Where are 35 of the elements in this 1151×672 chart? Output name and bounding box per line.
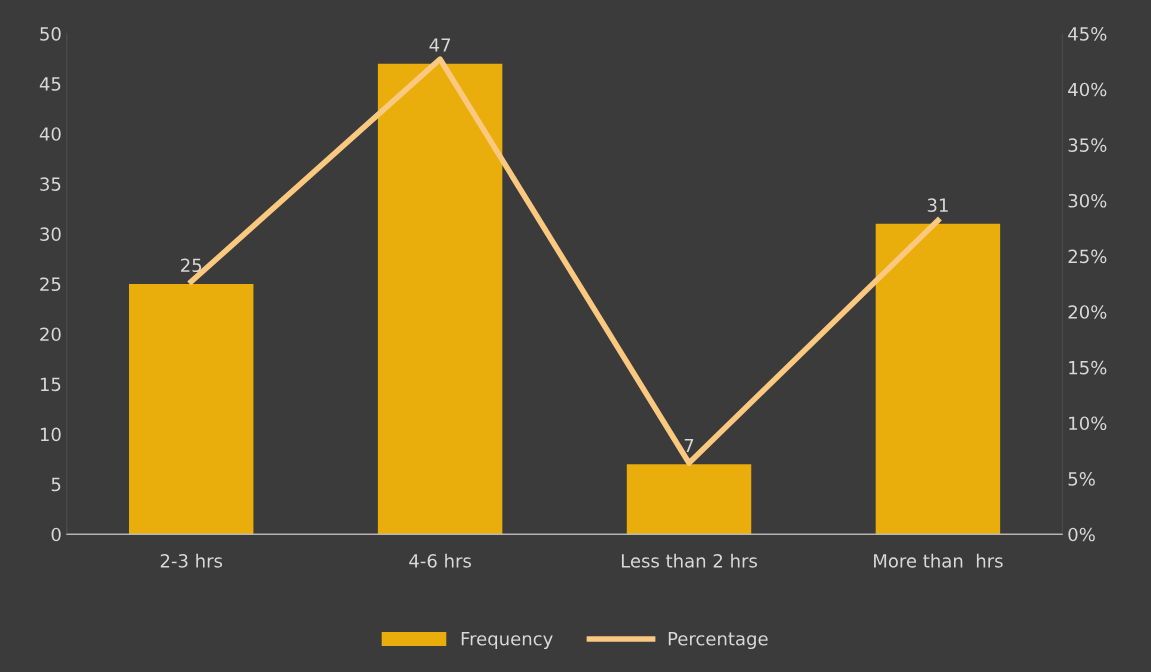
data-label: 31: [927, 198, 948, 213]
x-tick-label: More than hrs: [874, 553, 1003, 568]
y2-tick-label: 10%: [1069, 416, 1107, 431]
legend-label: Percentage: [668, 632, 768, 650]
y2-tick-label: 30%: [1068, 193, 1107, 208]
data-label: 7: [684, 438, 694, 453]
y-tick-label: 40: [39, 127, 61, 141]
data-label: 25: [181, 258, 202, 273]
y-tick-label: 45: [39, 77, 61, 91]
y2-tick-label: 0%: [1068, 527, 1095, 542]
y2-tick-label: 5%: [1068, 472, 1095, 486]
y-tick-label: 15: [40, 377, 61, 392]
x-tick-label: 4-6 hrs: [409, 553, 471, 568]
y2-tick-label: 40%: [1068, 82, 1107, 97]
y2-tick-label: 25%: [1068, 249, 1107, 264]
legend-label: Frequency: [461, 632, 553, 650]
bar: [377, 63, 503, 535]
y-tick-label: 5: [51, 477, 61, 492]
y2-tick-label: 35%: [1068, 138, 1107, 152]
x-tick-label: 2-3 hrs: [160, 553, 223, 568]
y2-tick-label: 45%: [1068, 27, 1107, 41]
y-tick-label: 30: [40, 227, 61, 241]
y-tick-label: 10: [40, 427, 61, 442]
bar: [626, 464, 752, 535]
bar: [875, 223, 1001, 535]
x-tick-label: Less than 2 hrs: [621, 553, 757, 568]
bar: [128, 283, 254, 535]
y-tick-label: 50: [40, 27, 61, 41]
y-tick-label: 0: [51, 527, 61, 542]
y2-tick-label: 20%: [1068, 305, 1107, 319]
y2-tick-label: 15%: [1069, 360, 1107, 375]
y-tick-label: 35: [40, 177, 61, 191]
data-label: 47: [429, 38, 451, 52]
y-tick-label: 20: [40, 327, 61, 342]
y-tick-label: 25: [40, 277, 61, 292]
